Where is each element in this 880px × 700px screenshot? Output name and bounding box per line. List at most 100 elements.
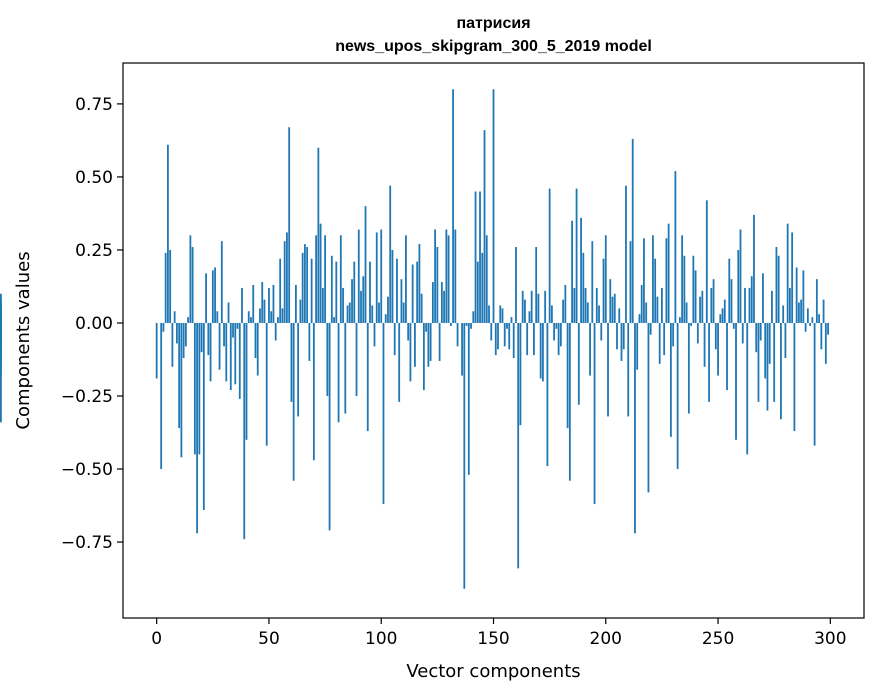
bar bbox=[499, 305, 501, 323]
bar bbox=[670, 323, 672, 437]
x-tick-label: 150 bbox=[477, 629, 509, 649]
bar bbox=[221, 241, 223, 323]
bar bbox=[645, 303, 647, 323]
bar bbox=[600, 323, 602, 341]
bar bbox=[627, 323, 629, 416]
bar bbox=[760, 323, 762, 341]
bar bbox=[396, 259, 398, 323]
bar bbox=[791, 232, 793, 323]
x-tick-label: 50 bbox=[258, 629, 280, 649]
bar bbox=[555, 323, 557, 329]
bar bbox=[470, 323, 472, 329]
bar bbox=[715, 323, 717, 349]
bar bbox=[733, 323, 735, 329]
bar bbox=[414, 323, 416, 367]
y-tick-label: −0.75 bbox=[61, 533, 113, 553]
bar bbox=[282, 308, 284, 323]
y-tick-label: 0.75 bbox=[75, 95, 113, 115]
bar bbox=[728, 259, 730, 323]
x-tick-label: 250 bbox=[702, 629, 734, 649]
bar bbox=[371, 305, 373, 323]
bar bbox=[423, 323, 425, 390]
bar bbox=[212, 270, 214, 323]
bar bbox=[825, 323, 827, 364]
bar bbox=[807, 308, 809, 323]
bar bbox=[609, 279, 611, 323]
bar bbox=[374, 323, 376, 346]
bar bbox=[468, 323, 470, 475]
bar bbox=[243, 323, 245, 539]
bar bbox=[484, 130, 486, 323]
bar bbox=[596, 288, 598, 323]
bar bbox=[329, 323, 331, 530]
bar bbox=[578, 323, 580, 405]
bar bbox=[504, 323, 506, 346]
bar bbox=[398, 323, 400, 402]
bar bbox=[421, 294, 423, 323]
bars-group bbox=[0, 89, 829, 589]
bar bbox=[405, 235, 407, 323]
bar bbox=[798, 303, 800, 323]
y-tick-label: 0.25 bbox=[75, 241, 113, 261]
bar bbox=[472, 311, 474, 323]
bar bbox=[816, 279, 818, 323]
x-axis-label: Vector components bbox=[406, 661, 580, 682]
bar bbox=[466, 323, 468, 326]
bar bbox=[248, 311, 250, 323]
bar bbox=[439, 323, 441, 361]
bar bbox=[607, 323, 609, 416]
bar bbox=[546, 323, 548, 466]
bar bbox=[172, 323, 174, 367]
bar bbox=[156, 323, 158, 379]
bar bbox=[427, 323, 429, 367]
bar bbox=[311, 259, 313, 323]
bar bbox=[814, 323, 816, 446]
bar bbox=[308, 323, 310, 361]
bar bbox=[704, 323, 706, 367]
bar bbox=[811, 317, 813, 323]
bar bbox=[347, 305, 349, 323]
bar bbox=[753, 215, 755, 323]
bar bbox=[639, 314, 641, 323]
bar bbox=[533, 323, 535, 355]
bar bbox=[180, 323, 182, 457]
x-tick-label: 200 bbox=[590, 629, 622, 649]
y-tick-label: −0.25 bbox=[61, 387, 113, 407]
bar bbox=[800, 300, 802, 323]
bar bbox=[708, 323, 710, 402]
bar bbox=[434, 230, 436, 323]
bar bbox=[746, 323, 748, 454]
bar bbox=[259, 308, 261, 323]
bar bbox=[385, 314, 387, 323]
bar bbox=[488, 305, 490, 323]
bar bbox=[288, 127, 290, 323]
bar bbox=[412, 265, 414, 323]
bar bbox=[353, 262, 355, 323]
bar bbox=[380, 230, 382, 323]
bar bbox=[457, 323, 459, 346]
bar bbox=[820, 323, 822, 349]
bar bbox=[764, 323, 766, 379]
bar bbox=[232, 323, 234, 338]
bar bbox=[241, 288, 243, 323]
bar bbox=[755, 323, 757, 352]
bar bbox=[535, 247, 537, 323]
bar bbox=[520, 323, 522, 425]
bar bbox=[497, 323, 499, 349]
bar bbox=[737, 250, 739, 323]
bar bbox=[605, 235, 607, 323]
bar bbox=[495, 323, 497, 355]
bar bbox=[479, 192, 481, 323]
bar bbox=[0, 308, 2, 323]
bar bbox=[762, 273, 764, 323]
bar bbox=[598, 305, 600, 323]
bar bbox=[618, 308, 620, 323]
bar bbox=[203, 323, 205, 510]
bar bbox=[659, 323, 661, 364]
bar bbox=[796, 267, 798, 323]
bar bbox=[286, 232, 288, 323]
bar bbox=[663, 323, 665, 355]
bar bbox=[517, 323, 519, 568]
bar bbox=[160, 323, 162, 469]
